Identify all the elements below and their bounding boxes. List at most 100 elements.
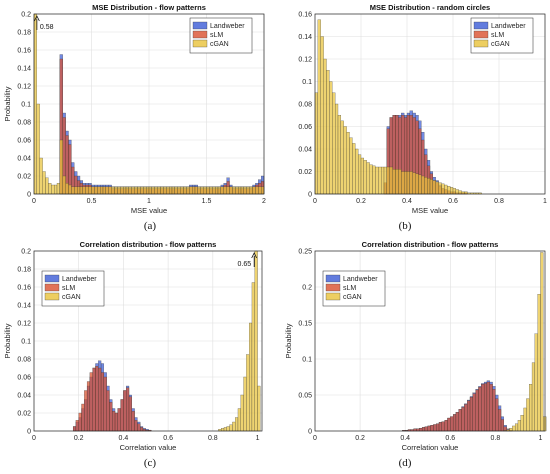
histogram-bar: [169, 186, 173, 195]
histogram-bar: [126, 387, 130, 432]
x-tick-label: 0: [313, 198, 317, 205]
histogram-bar: [237, 408, 241, 432]
histogram-bar: [409, 171, 413, 195]
histogram-bar: [320, 36, 324, 195]
histogram-bar: [427, 178, 431, 195]
y-tick-label: 0: [27, 429, 31, 436]
histogram-bar: [79, 186, 83, 195]
histogram-bar: [112, 411, 116, 432]
histogram-bar: [514, 423, 519, 432]
histogram-bar: [389, 166, 393, 195]
histogram-bar: [177, 186, 181, 195]
legend: Landweber sLM cGAN: [189, 17, 253, 54]
histogram-bar: [108, 186, 112, 195]
series-cgan-bars: [33, 13, 265, 195]
histogram-bar: [398, 169, 402, 195]
histogram-bar: [452, 414, 457, 432]
histogram-bar: [447, 417, 451, 432]
histogram-bar: [223, 427, 227, 432]
axes-frame: [33, 250, 263, 432]
axes-frame: [33, 13, 265, 195]
histogram-bar: [117, 186, 121, 195]
histogram-bar: [450, 187, 454, 195]
y-axis-label: Probability: [3, 323, 12, 358]
histogram-bar: [447, 186, 451, 195]
histogram-bar: [232, 421, 236, 432]
y-tick-label: 0.1: [21, 339, 31, 346]
histogram-bar: [189, 186, 193, 195]
histogram-bar: [378, 166, 382, 195]
histogram-bar: [340, 120, 344, 195]
axes-frame: [314, 13, 546, 195]
histogram-bar: [140, 186, 144, 195]
legend: Landweber sLM cGAN: [470, 17, 534, 54]
histogram-bar: [65, 183, 69, 195]
histogram-bar: [223, 186, 227, 195]
x-tick-label: 1: [147, 198, 151, 205]
histogram-bar: [220, 186, 224, 195]
histogram-bar: [229, 424, 233, 432]
histogram-bar: [455, 189, 459, 195]
histogram-bar: [349, 137, 353, 195]
histogram-bar: [392, 169, 396, 195]
histogram-bar: [100, 186, 104, 195]
x-tick-label: 1: [539, 435, 543, 442]
histogram-bar: [421, 175, 425, 195]
histogram-bar: [363, 160, 367, 195]
histogram-bar: [140, 427, 144, 432]
histogram-bar: [461, 407, 465, 432]
histogram-bar: [117, 408, 121, 432]
legend-label-cgan: cGAN: [210, 41, 229, 48]
histogram-bar: [45, 177, 49, 195]
histogram-bar: [254, 250, 258, 432]
y-tick-label: 0.02: [17, 411, 31, 418]
legend-swatch-slm: [192, 30, 208, 39]
histogram-bar: [82, 186, 86, 195]
histogram-bar: [106, 390, 110, 432]
histogram-bar: [91, 186, 95, 195]
histogram-bar: [209, 186, 213, 195]
y-tick-label: 0.18: [17, 30, 31, 37]
histogram-bar: [444, 184, 448, 195]
x-tick-label: 0.6: [163, 435, 173, 442]
histogram-bar: [444, 420, 448, 432]
histogram-bar: [114, 412, 118, 432]
histogram-bar: [529, 384, 533, 432]
histogram-bar: [498, 409, 502, 432]
histogram-bar: [97, 186, 101, 195]
series-slm-bars: [72, 366, 152, 432]
histogram-bar: [54, 184, 58, 195]
histogram-bar: [329, 81, 333, 195]
histogram-bar: [125, 186, 129, 195]
histogram-bar: [71, 186, 75, 195]
histogram-bar: [134, 420, 138, 432]
legend-label-cgan: cGAN: [62, 294, 81, 301]
legend-swatch-slm: [325, 283, 341, 292]
histogram-bar: [452, 188, 456, 195]
x-tick-label: 0.4: [400, 435, 410, 442]
histogram-bar: [355, 148, 359, 195]
histogram-bar: [360, 157, 364, 195]
histogram-bar: [85, 186, 89, 195]
histogram-bar: [257, 385, 261, 432]
histogram-bar: [123, 390, 127, 432]
histogram-bar: [537, 294, 541, 432]
histogram-bar: [475, 389, 479, 432]
histogram-bar: [433, 424, 437, 432]
histogram-bar: [36, 103, 40, 195]
histogram-bar: [458, 190, 462, 195]
overflow-arrow-head: [251, 252, 258, 259]
legend-label-slm: sLM: [491, 32, 504, 39]
x-tick-label: 0.4: [119, 435, 129, 442]
histogram-bar: [424, 426, 428, 432]
histogram-bar: [375, 166, 379, 195]
y-tick-label: 0.25: [298, 249, 312, 256]
histogram-bar: [197, 186, 201, 195]
y-tick-label: 0.08: [17, 357, 31, 364]
histogram-bar: [383, 166, 387, 195]
y-tick-label: 0.2: [21, 12, 31, 19]
histogram-bar: [346, 132, 350, 195]
histogram-bar: [48, 183, 52, 195]
histogram-bar: [337, 115, 341, 195]
histogram-bar: [146, 186, 150, 195]
